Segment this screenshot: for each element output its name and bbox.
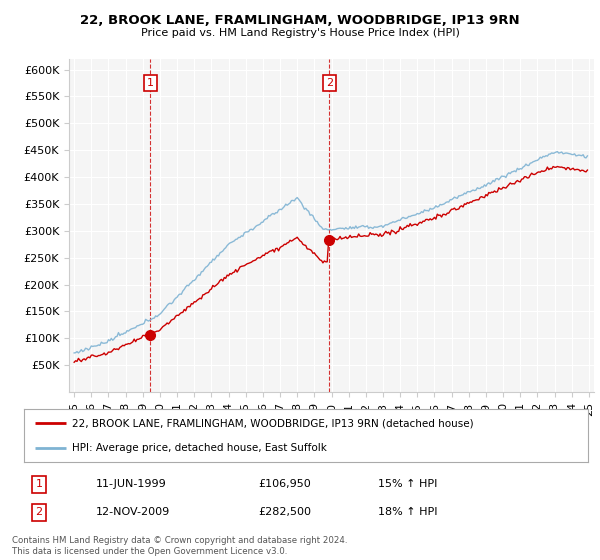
Text: 15% ↑ HPI: 15% ↑ HPI [378, 479, 437, 489]
Text: Contains HM Land Registry data © Crown copyright and database right 2024.
This d: Contains HM Land Registry data © Crown c… [12, 536, 347, 556]
Text: 12-NOV-2009: 12-NOV-2009 [96, 507, 170, 517]
Text: 22, BROOK LANE, FRAMLINGHAM, WOODBRIDGE, IP13 9RN (detached house): 22, BROOK LANE, FRAMLINGHAM, WOODBRIDGE,… [72, 418, 473, 428]
Text: £106,950: £106,950 [258, 479, 311, 489]
Text: 1: 1 [35, 479, 43, 489]
Text: 18% ↑ HPI: 18% ↑ HPI [378, 507, 437, 517]
Text: Price paid vs. HM Land Registry's House Price Index (HPI): Price paid vs. HM Land Registry's House … [140, 28, 460, 38]
Text: 22, BROOK LANE, FRAMLINGHAM, WOODBRIDGE, IP13 9RN: 22, BROOK LANE, FRAMLINGHAM, WOODBRIDGE,… [80, 14, 520, 27]
Text: HPI: Average price, detached house, East Suffolk: HPI: Average price, detached house, East… [72, 442, 327, 452]
Text: 2: 2 [326, 78, 333, 88]
Text: 2: 2 [35, 507, 43, 517]
Text: 11-JUN-1999: 11-JUN-1999 [96, 479, 167, 489]
Text: 1: 1 [147, 78, 154, 88]
Text: £282,500: £282,500 [258, 507, 311, 517]
